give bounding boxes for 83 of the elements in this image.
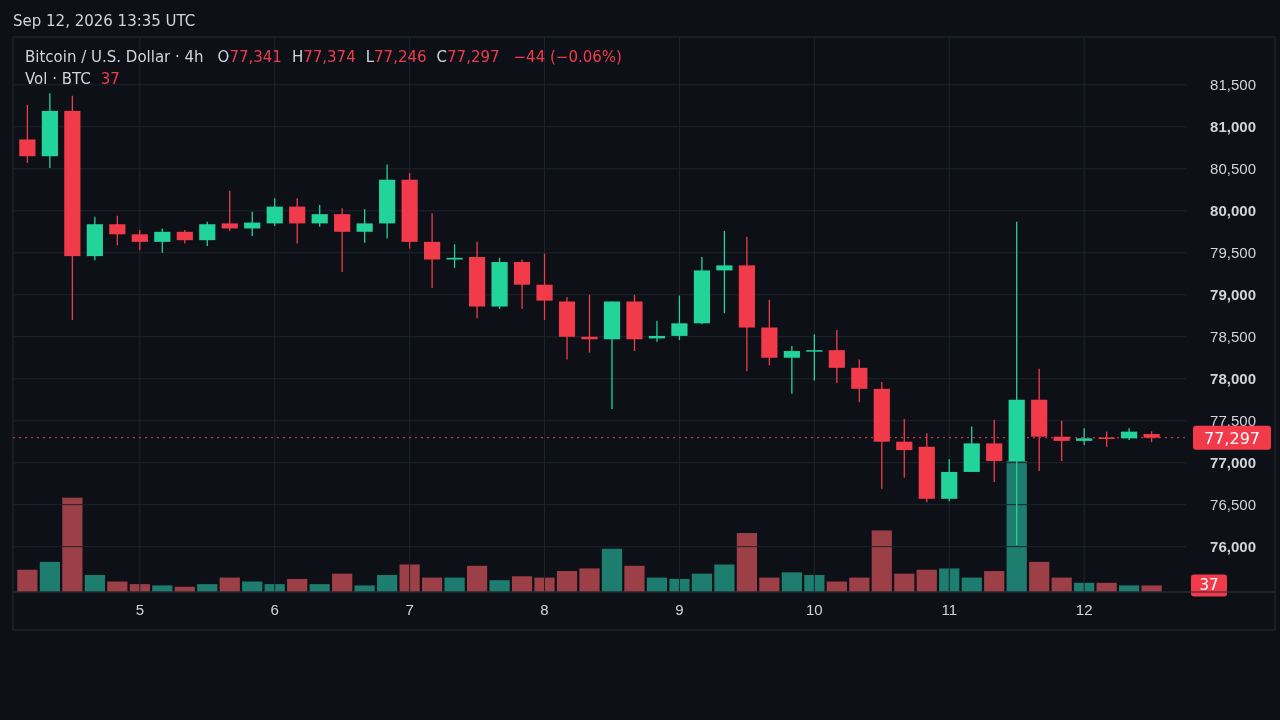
candlestick bbox=[109, 215, 126, 246]
bar bbox=[1029, 561, 1050, 592]
bar bbox=[691, 573, 713, 592]
bar bbox=[871, 530, 892, 592]
bar bbox=[736, 533, 758, 592]
bar bbox=[444, 577, 465, 592]
bar bbox=[17, 569, 38, 592]
x-tick-label: 12 bbox=[1075, 600, 1093, 618]
candlestick bbox=[671, 294, 688, 341]
y-tick-label: 78,500 bbox=[1210, 328, 1256, 346]
bar bbox=[556, 571, 578, 592]
bar bbox=[511, 576, 533, 592]
chart-subtitle: Vol · BTC bbox=[25, 70, 91, 88]
bar bbox=[287, 578, 308, 592]
bar bbox=[332, 573, 353, 592]
bar bbox=[579, 568, 600, 592]
bar bbox=[624, 565, 645, 592]
annotation: O77,341 bbox=[217, 48, 282, 66]
candlestick bbox=[154, 227, 171, 254]
annotation: 37 bbox=[100, 70, 120, 88]
candlestick bbox=[716, 230, 733, 314]
candlestick bbox=[513, 258, 531, 310]
candlestick bbox=[446, 243, 463, 269]
bar bbox=[984, 571, 1005, 592]
text: Bitcoin / U.S. Dollar · 4h bbox=[25, 48, 204, 66]
text: Sep 12, 2026 13:35 UTC bbox=[13, 12, 196, 30]
x-tick-label: 11 bbox=[941, 600, 958, 618]
candlestick bbox=[221, 190, 238, 232]
y-tick-label: 81,000 bbox=[1210, 118, 1256, 136]
bar bbox=[1141, 585, 1162, 592]
bar bbox=[489, 580, 510, 592]
candlestick bbox=[266, 197, 283, 227]
bar bbox=[669, 578, 690, 592]
candlestick bbox=[131, 229, 148, 251]
candlestick bbox=[783, 345, 800, 395]
candlestick bbox=[334, 207, 351, 273]
y-tick-label: 77,000 bbox=[1210, 454, 1256, 471]
bar bbox=[601, 548, 623, 592]
candlestick bbox=[806, 333, 823, 382]
annotation: H77,374 bbox=[291, 48, 356, 66]
bar bbox=[714, 564, 735, 592]
candlestick bbox=[851, 358, 868, 403]
x-tick-label: 8 bbox=[540, 600, 549, 618]
candlestick bbox=[828, 329, 845, 384]
annotation: −44 (−0.06%) bbox=[513, 48, 622, 66]
x-tick-label: 10 bbox=[806, 600, 823, 618]
y-tick-label: 76,000 bbox=[1210, 537, 1256, 555]
bar bbox=[399, 564, 420, 592]
x-tick-label: 9 bbox=[675, 600, 684, 618]
text: 37 bbox=[1199, 576, 1219, 595]
y-tick-label: 76,500 bbox=[1210, 495, 1256, 513]
bar bbox=[894, 573, 915, 592]
bar bbox=[1119, 585, 1140, 592]
x-tick-label: 6 bbox=[270, 600, 279, 618]
candlestick bbox=[199, 221, 216, 247]
candlestick bbox=[424, 212, 441, 289]
candlestick bbox=[536, 252, 553, 321]
bar bbox=[354, 585, 375, 592]
bar bbox=[377, 574, 398, 592]
candlestick bbox=[311, 204, 328, 228]
candlestick bbox=[356, 208, 373, 244]
y-tick-label: 80,000 bbox=[1210, 202, 1256, 220]
bar bbox=[152, 585, 173, 592]
bar bbox=[466, 565, 488, 592]
x-tick-label: 7 bbox=[405, 600, 414, 618]
y-tick-label: 79,000 bbox=[1210, 286, 1256, 304]
y-tick-label: 78,000 bbox=[1210, 370, 1256, 388]
bar bbox=[84, 574, 105, 592]
y-tick-label: 81,500 bbox=[1210, 76, 1256, 94]
ref-line-label: 77,297 bbox=[1204, 428, 1260, 448]
bar bbox=[781, 572, 802, 592]
annotation: C77,297 bbox=[436, 48, 500, 66]
candlestick bbox=[289, 197, 306, 245]
y-tick-label: 79,500 bbox=[1210, 244, 1256, 262]
bar bbox=[939, 568, 960, 592]
annotation: L77,246 bbox=[365, 48, 427, 66]
candlestick bbox=[19, 104, 36, 164]
bar bbox=[916, 569, 937, 592]
bar bbox=[62, 497, 83, 592]
y-tick-label: 77,500 bbox=[1210, 412, 1256, 430]
x-tick-label: 5 bbox=[135, 600, 144, 618]
bar bbox=[39, 561, 60, 592]
y-tick-label: 80,500 bbox=[1210, 160, 1256, 178]
